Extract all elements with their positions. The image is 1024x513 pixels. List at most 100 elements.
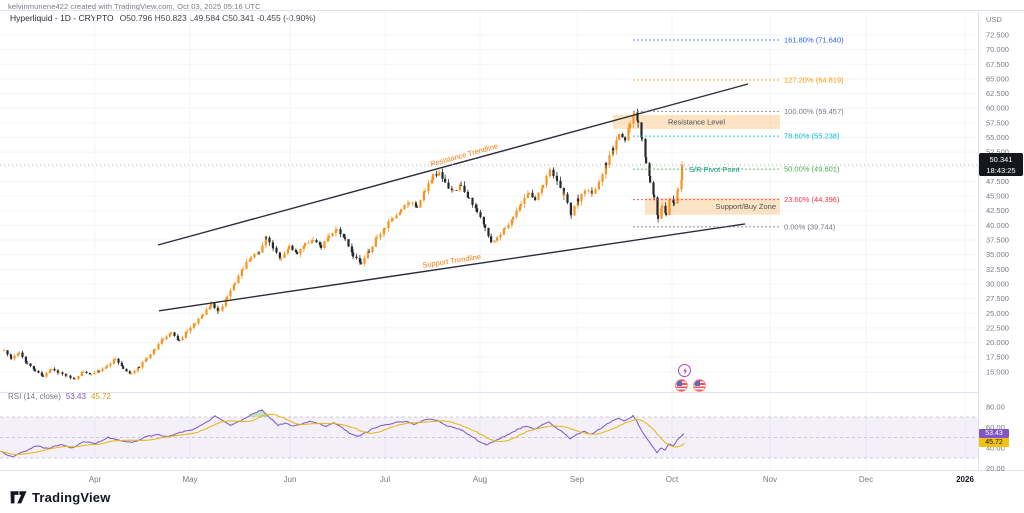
rsi-tick-label: 20.00 xyxy=(986,464,1005,473)
candle-body xyxy=(176,335,179,341)
candle-body xyxy=(128,371,131,374)
tradingview-logo[interactable]: TradingView xyxy=(10,490,111,505)
candle-body xyxy=(435,174,438,176)
candle-body xyxy=(499,234,502,238)
candle-body xyxy=(632,115,635,124)
candle-body xyxy=(463,185,466,192)
candle-body xyxy=(200,315,203,319)
candle-body xyxy=(504,227,507,229)
candle-body xyxy=(56,370,59,373)
candle-body xyxy=(197,318,200,324)
rsi-legend[interactable]: RSI (14, close) 53.43 45.72 xyxy=(8,392,111,401)
candle-body xyxy=(221,306,224,311)
time-tick-label: Sep xyxy=(570,475,585,484)
candle-body xyxy=(32,366,35,370)
candle-body xyxy=(184,332,187,338)
candle-body xyxy=(444,178,447,183)
zone-rect xyxy=(645,197,780,215)
candle-body xyxy=(307,242,310,244)
candle-body xyxy=(210,303,213,307)
candle-body xyxy=(374,237,377,247)
candle-body xyxy=(192,323,195,328)
candle-body xyxy=(570,214,573,216)
candle-body xyxy=(344,237,347,240)
price-tick-label: 27.500 xyxy=(986,294,1009,303)
candle-body xyxy=(398,212,401,216)
candle-body xyxy=(61,372,64,374)
candle-body xyxy=(366,251,369,259)
candle-body xyxy=(566,194,569,203)
price-tick-label: 52.500 xyxy=(986,148,1009,157)
last-price: 50.341 xyxy=(989,155,1013,164)
rsi-indicator[interactable] xyxy=(0,408,685,458)
candle-body xyxy=(660,208,663,219)
candle-body xyxy=(133,370,136,374)
rsi-band xyxy=(0,416,978,459)
candle-body xyxy=(681,164,684,180)
candle-body xyxy=(141,361,144,368)
candle-body xyxy=(432,174,435,180)
fib-label: 50.00% (49.601) xyxy=(784,165,840,174)
candle-body xyxy=(422,191,425,201)
price-zones[interactable]: Resistance Level Support/Buy Zone xyxy=(613,114,780,215)
candle-body xyxy=(466,191,469,198)
candle-body xyxy=(144,359,147,362)
candle-body xyxy=(605,163,608,165)
candlestick-series[interactable] xyxy=(3,108,684,381)
candle-body xyxy=(653,194,656,198)
candle-body xyxy=(304,243,307,246)
tradingview-logo-icon xyxy=(10,491,27,504)
fib-label: 23.60% (44.396) xyxy=(784,195,840,204)
economic-event-flag-icon[interactable] xyxy=(675,379,688,392)
time-axis[interactable]: Apr May Jun Jul Aug Sep Oct Nov Dec 2026 xyxy=(89,475,975,484)
candle-body xyxy=(160,339,163,344)
event-marker-icon[interactable] xyxy=(678,364,691,377)
candle-body xyxy=(507,224,510,228)
candle-body xyxy=(352,252,355,257)
rsi-line xyxy=(0,408,684,458)
economic-event-flag-icon[interactable] xyxy=(693,379,706,392)
candle-body xyxy=(601,174,604,182)
candle-body xyxy=(258,252,261,254)
time-tick-label: Jun xyxy=(284,475,297,484)
candle-body xyxy=(117,358,120,363)
candle-body xyxy=(510,219,513,225)
candle-body xyxy=(112,359,115,364)
candle-body xyxy=(355,256,358,258)
candle-body xyxy=(53,368,56,371)
candle-body xyxy=(268,237,271,243)
candle-body xyxy=(82,371,85,373)
candle-body xyxy=(213,303,216,308)
candle-body xyxy=(291,245,294,250)
rsi-label: RSI (14, close) xyxy=(8,392,61,401)
candle-body xyxy=(218,310,221,312)
candle-body xyxy=(323,241,326,248)
candle-body xyxy=(577,198,580,202)
candle-body xyxy=(358,257,361,263)
candle-body xyxy=(6,350,9,355)
candle-body xyxy=(552,169,555,177)
candle-body xyxy=(438,172,441,176)
candle-body xyxy=(664,205,667,214)
candle-body xyxy=(240,269,243,276)
candle-body xyxy=(668,200,671,215)
candle-body xyxy=(661,205,664,209)
candle-body xyxy=(569,202,572,215)
fibonacci-levels[interactable]: 161.80% (71.640) 127.20% (64.819) 100.00% … xyxy=(0,35,978,231)
price-tick-label: 22.500 xyxy=(986,323,1009,332)
candle-body xyxy=(202,314,205,316)
price-tick-label: 37.500 xyxy=(986,236,1009,245)
countdown-timer: 18:43:25 xyxy=(986,166,1016,175)
symbol-legend[interactable]: Hyperliquid - 1D - CRYPTO O50.796 H50.823… xyxy=(10,13,316,23)
currency-label: USD xyxy=(986,15,1002,24)
candle-body xyxy=(474,204,477,209)
fib-label: 78.60% (55.238) xyxy=(784,132,840,141)
candle-body xyxy=(455,189,458,191)
price-axis[interactable]: USD 72.500 70.000 67.500 65.000 62.500 60.000 5… xyxy=(986,15,1009,473)
candle-body xyxy=(26,362,29,364)
candle-body xyxy=(493,240,496,243)
candle-body xyxy=(328,236,331,238)
candle-body xyxy=(583,190,586,195)
candle-body xyxy=(272,247,275,249)
